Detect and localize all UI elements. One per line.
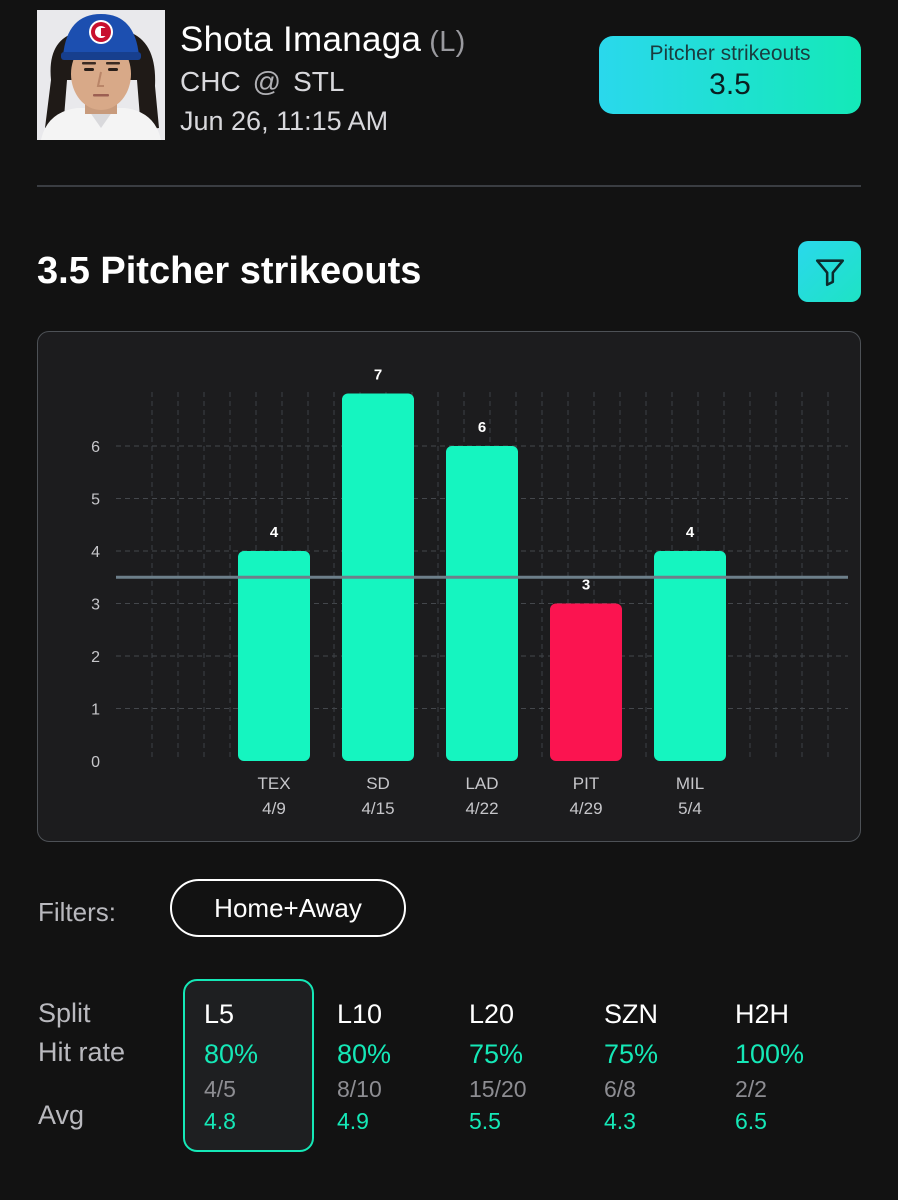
prop-value: 3.5 — [709, 68, 751, 101]
y-tick-label: 1 — [91, 702, 100, 719]
team-abbr: CHC — [180, 66, 241, 97]
hit-rate-row-label: Hit rate — [38, 1037, 126, 1067]
split-name: L20 — [469, 999, 515, 1029]
y-tick-label: 6 — [91, 439, 100, 456]
split-fraction: 15/20 — [469, 1076, 527, 1102]
at-symbol: @ — [252, 66, 282, 97]
filters-label: Filters: — [38, 897, 116, 927]
player-avatar — [37, 10, 165, 140]
player-name-text: Shota Imanaga — [180, 20, 422, 59]
x-date-label: 4/22 — [465, 799, 498, 818]
split-row-label: Split — [38, 998, 91, 1028]
funnel-icon — [815, 258, 844, 286]
split-name: L5 — [204, 999, 235, 1029]
split-avg: 4.3 — [604, 1108, 636, 1134]
avg-row-label: Avg — [38, 1100, 85, 1130]
split-fraction: 4/5 — [204, 1076, 236, 1102]
bar-pit — [550, 603, 622, 761]
home-away-filter[interactable]: Home+Away — [170, 879, 406, 937]
section-title: 3.5 Pitcher strikeouts — [37, 250, 422, 292]
x-date-label: 4/29 — [569, 799, 602, 818]
y-tick-label: 2 — [91, 649, 100, 666]
game-time: Jun 26, 11:15 AM — [180, 106, 389, 136]
split-selected-box[interactable] — [183, 979, 314, 1152]
y-tick-label: 3 — [91, 597, 100, 614]
y-tick-label: 0 — [91, 754, 100, 771]
split-hit-rate: 80% — [204, 1039, 259, 1069]
x-category-label: TEX — [257, 774, 290, 793]
matchup: CHC @ STL — [180, 66, 344, 98]
bar-tex — [238, 551, 310, 761]
split-hit-rate: 75% — [604, 1039, 659, 1069]
bar-value-label: 6 — [478, 419, 486, 436]
split-avg: 4.9 — [337, 1108, 369, 1134]
x-date-label: 4/9 — [262, 799, 286, 818]
x-date-label: 4/15 — [361, 799, 394, 818]
bar-chart: 0 1 2 3 4 5 6 4 TEX 4/9 7 SD 4/15 6 LAD 4/22 3 PIT 4/29 4 MI… — [91, 367, 848, 818]
prop-label: Pitcher strikeouts — [649, 42, 811, 65]
split-avg: 4.8 — [204, 1108, 236, 1134]
split-fraction: 8/10 — [337, 1076, 382, 1102]
split-avg: 5.5 — [469, 1108, 501, 1134]
player-header: Shota Imanaga (L) CHC @ STL Jun 26, 11:15 A… — [37, 10, 861, 142]
bar-lad — [446, 446, 518, 761]
split-fraction: 2/2 — [735, 1076, 767, 1102]
split-avg: 6.5 — [735, 1108, 767, 1134]
x-category-label: MIL — [676, 774, 704, 793]
player-name: Shota Imanaga (L) — [180, 20, 466, 60]
bar-value-label: 7 — [374, 367, 382, 384]
opponent-abbr: STL — [293, 66, 345, 97]
chart-card: 0 1 2 3 4 5 6 4 TEX 4/9 7 SD 4/15 6 LAD 4/22 3 PIT 4/29 4 MI… — [37, 331, 861, 842]
throwing-hand: (L) — [429, 26, 466, 58]
x-date-label: 5/4 — [678, 799, 702, 818]
split-name: SZN — [604, 999, 658, 1029]
filter-button[interactable] — [798, 241, 861, 302]
x-category-label: LAD — [465, 774, 498, 793]
split-name: H2H — [735, 999, 790, 1029]
prop-badge[interactable]: Pitcher strikeouts 3.5 — [599, 36, 861, 114]
x-category-label: SD — [366, 774, 390, 793]
split-hit-rate: 75% — [469, 1039, 524, 1069]
bar-value-label: 4 — [270, 524, 279, 541]
bar-value-label: 3 — [582, 577, 590, 594]
bar-value-label: 4 — [686, 524, 695, 541]
header-divider — [37, 185, 861, 187]
split-hit-rate: 80% — [337, 1039, 392, 1069]
split-fraction: 6/8 — [604, 1076, 636, 1102]
x-category-label: PIT — [573, 774, 599, 793]
y-tick-label: 4 — [91, 544, 100, 561]
bar-mil — [654, 551, 726, 761]
split-name: L10 — [337, 999, 383, 1029]
split-hit-rate: 100% — [735, 1039, 805, 1069]
y-tick-label: 5 — [91, 492, 100, 509]
